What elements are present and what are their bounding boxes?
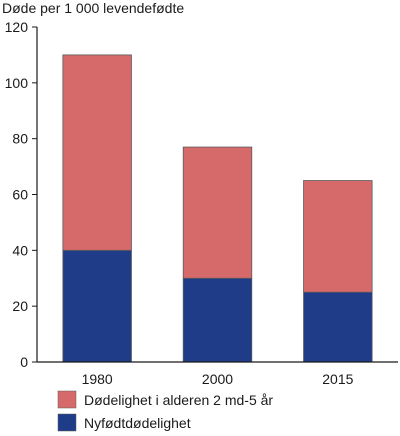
legend-label: Nyfødtdødelighet (84, 415, 191, 431)
bar-segment (303, 180, 373, 293)
legend-swatch (57, 413, 77, 432)
y-tick-label: 120 (5, 19, 29, 35)
y-tick-label: 0 (20, 354, 28, 370)
y-tick-label: 100 (5, 75, 29, 91)
y-tick-label: 40 (12, 242, 28, 258)
x-tick-label: 2000 (202, 371, 233, 387)
bar-segment (182, 277, 253, 363)
y-tick-label: 20 (12, 298, 28, 314)
legend-label: Dødelighet i alderen 2 md-5 år (84, 392, 273, 408)
bar-segment (62, 249, 132, 363)
legend: Dødelighet i alderen 2 md-5 år Nyfødtdøde… (57, 390, 273, 432)
y-tick-label: 80 (12, 131, 28, 147)
bar-segment (62, 54, 132, 251)
bars (62, 54, 373, 363)
x-tick-label: 1980 (82, 371, 113, 387)
bar-segment (303, 291, 373, 363)
y-axis-ticks: 0 20 40 60 80 100 120 (5, 19, 37, 370)
x-axis-labels: 1980 2000 2015 (82, 371, 354, 387)
legend-swatch (57, 390, 77, 409)
x-tick-label: 2015 (322, 371, 353, 387)
bar-segment (182, 146, 253, 279)
y-tick-label: 60 (12, 187, 28, 203)
y-axis-title: Døde per 1 000 levendefødte (2, 0, 184, 16)
